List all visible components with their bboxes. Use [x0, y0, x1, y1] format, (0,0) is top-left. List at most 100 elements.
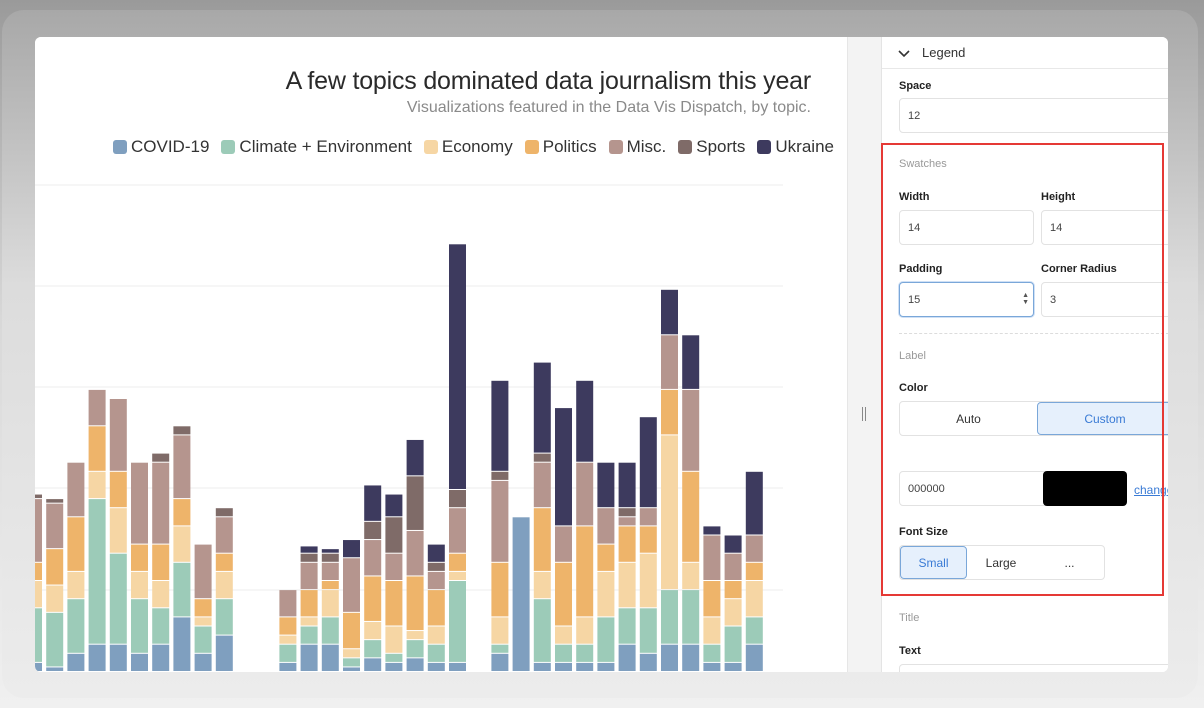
- bar-segment: [364, 540, 382, 576]
- legend-swatch: [678, 140, 693, 154]
- legend-item: Sports: [678, 137, 745, 157]
- bar-segment: [597, 662, 615, 671]
- legend-label: Politics: [542, 137, 597, 156]
- bar-segment: [724, 626, 742, 662]
- color-auto-button[interactable]: Auto: [956, 411, 981, 426]
- bar-segment: [67, 517, 85, 571]
- bar-segment: [406, 640, 424, 658]
- bar-segment: [215, 599, 233, 635]
- bar-segment: [35, 494, 42, 499]
- legend-label: Misc.: [626, 137, 667, 156]
- bar-segment: [639, 526, 657, 553]
- legend-label: Ukraine: [775, 137, 834, 156]
- bar-segment: [343, 667, 360, 671]
- color-hex-input[interactable]: 000000: [899, 471, 1049, 506]
- bar-segment: [639, 417, 657, 508]
- bar-segment: [173, 426, 191, 435]
- bar-segment: [449, 490, 466, 508]
- bar-segment: [279, 617, 297, 635]
- bar-segment: [46, 612, 64, 667]
- padding-value: 15: [908, 293, 921, 306]
- legend-label: Climate + Environment: [239, 137, 412, 156]
- bar-segment: [703, 644, 721, 662]
- bar-segment: [427, 590, 445, 626]
- legend-swatch: [423, 140, 438, 154]
- bar-segment: [152, 462, 170, 544]
- bar-segment: [449, 553, 466, 571]
- bar-segment: [173, 526, 191, 562]
- settings-panel: Legend Space 12 Swatches Width 14 Height…: [881, 37, 1168, 672]
- height-input[interactable]: 14: [1041, 210, 1168, 245]
- bar-segment: [703, 662, 721, 671]
- bar-segment: [88, 499, 106, 644]
- bar-segment: [46, 667, 64, 671]
- bar-segment: [745, 581, 763, 617]
- bar-segment: [364, 521, 382, 540]
- width-input[interactable]: 14: [899, 210, 1034, 245]
- bar-segment: [35, 608, 42, 662]
- legend-item: Climate + Environment: [221, 137, 412, 157]
- change-color-link[interactable]: change: [1134, 483, 1168, 497]
- color-preview-swatch[interactable]: [1043, 471, 1127, 506]
- space-label: Space: [899, 80, 932, 92]
- bar-segment: [194, 544, 212, 599]
- legend-item: Economy: [423, 137, 513, 157]
- bar-segment: [279, 644, 297, 662]
- bar-segment: [682, 562, 700, 590]
- legend-item: COVID-19: [113, 137, 209, 157]
- width-label: Width: [899, 191, 930, 203]
- bar-segment: [576, 617, 594, 644]
- space-input[interactable]: 12: [899, 98, 1168, 133]
- bar-segment: [555, 408, 572, 526]
- title-text-input[interactable]: [899, 664, 1168, 672]
- bar-segment: [343, 612, 360, 649]
- bar-segment: [46, 549, 64, 585]
- bar-segment: [533, 362, 551, 453]
- bar-segment: [343, 649, 360, 658]
- bar-segment: [300, 617, 318, 626]
- bar-segment: [109, 553, 127, 644]
- legend-section-title: Legend: [922, 45, 966, 60]
- bar-segment: [300, 590, 318, 617]
- font-size-toggle: Small Large ...: [899, 545, 1105, 580]
- font-more-button[interactable]: ...: [1064, 555, 1075, 570]
- bar-segment: [300, 562, 318, 590]
- bar-segment: [194, 617, 212, 626]
- bar-segment: [555, 662, 572, 671]
- bar-segment: [555, 626, 572, 644]
- bar-segment: [173, 499, 191, 526]
- bar-segment: [385, 553, 403, 580]
- bar-segment: [533, 599, 551, 662]
- legend-swatch: [221, 140, 236, 154]
- bar-segment: [703, 535, 721, 580]
- bar-segment: [682, 335, 700, 389]
- corner-radius-input[interactable]: 3: [1041, 282, 1168, 317]
- stepper-arrows-icon[interactable]: ▲ ▼: [1022, 292, 1029, 306]
- bar-segment: [491, 617, 509, 644]
- bar-segment: [131, 544, 148, 571]
- bar-segment: [618, 517, 636, 526]
- resize-handle-icon[interactable]: [862, 407, 866, 421]
- bar-segment: [88, 471, 106, 499]
- bar-segment: [152, 453, 170, 462]
- legend-label: COVID-19: [131, 137, 210, 156]
- color-custom-button[interactable]: Custom: [1036, 402, 1168, 435]
- section-divider: [899, 333, 1168, 334]
- bar-segment: [279, 590, 297, 617]
- font-small-button[interactable]: Small: [900, 546, 967, 579]
- bar-segment: [745, 562, 763, 580]
- resize-gutter[interactable]: [847, 37, 881, 672]
- bar-segment: [46, 503, 64, 549]
- corner-radius-label: Corner Radius: [1041, 263, 1117, 275]
- bar-segment: [724, 581, 742, 599]
- bar-segment: [703, 617, 721, 644]
- padding-input[interactable]: 15 ▲ ▼: [899, 282, 1034, 317]
- bar-segment: [67, 599, 85, 653]
- font-large-button[interactable]: Large: [985, 555, 1017, 570]
- bar-segment: [215, 553, 233, 571]
- legend-section-header[interactable]: Legend: [882, 37, 1168, 69]
- swatches-section-label: Swatches: [899, 158, 947, 170]
- bar-segment: [427, 562, 445, 571]
- bar-segment: [491, 644, 509, 653]
- bar-segment: [512, 517, 530, 671]
